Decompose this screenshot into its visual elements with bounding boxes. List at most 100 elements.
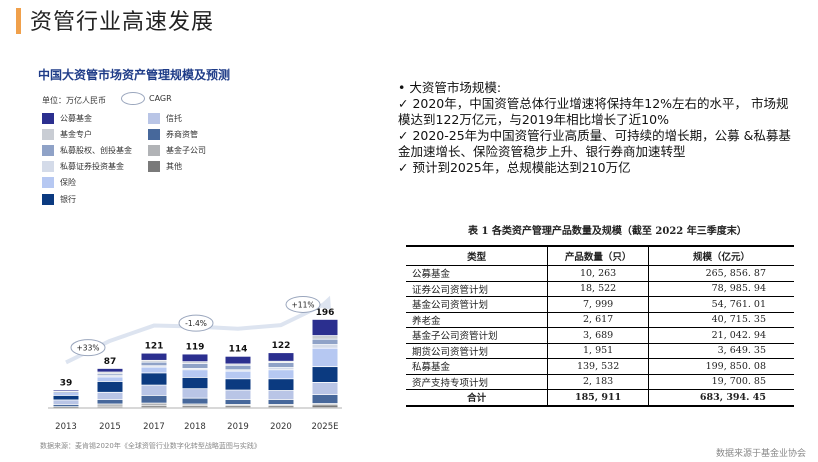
- bar-segment: [53, 392, 79, 396]
- bar-segment: [53, 404, 79, 407]
- x-tick-label: 2017: [143, 422, 165, 432]
- legend-item: 基金子公司: [148, 145, 206, 156]
- bar-segment: [225, 364, 251, 365]
- bar-segment: [182, 362, 208, 364]
- x-tick-label: 2018: [184, 422, 206, 432]
- legend-item: 银行: [42, 194, 76, 205]
- chart-title: 中国大资管市场资产管理规模及预测: [38, 68, 231, 82]
- cell-type: 私募基金: [406, 358, 548, 375]
- cell-scale: 54, 761. 01: [647, 296, 794, 313]
- bar-segment: [312, 348, 338, 367]
- bar-segment: [97, 374, 123, 376]
- bar-segment: [225, 365, 251, 370]
- cell-scale: 3, 649. 35: [647, 343, 794, 359]
- bar-segment: [182, 354, 208, 362]
- cagr-legend-label: CAGR: [149, 94, 172, 103]
- bar-segment: [141, 385, 167, 396]
- bar-segment: [182, 404, 208, 406]
- cagr-bubble: [285, 295, 321, 313]
- bar-segment: [141, 367, 167, 373]
- bar-segment: [141, 366, 167, 367]
- bar-segment: [312, 394, 338, 404]
- header-count: 产品数量（只）: [547, 246, 649, 266]
- cagr-label: +11%: [292, 300, 315, 309]
- bar-segment: [141, 395, 167, 403]
- cell-type: 基金子公司资管计划: [406, 327, 548, 344]
- legend-item: 券商资管: [148, 129, 198, 140]
- legend-label: 私募证券投资基金: [60, 162, 124, 171]
- legend-swatch: [148, 129, 160, 140]
- title-accent-bar: [16, 8, 21, 34]
- table-row: 公募基金 10, 263 265, 856. 87: [406, 265, 794, 282]
- bar-segment: [225, 371, 251, 379]
- legend-swatch: [42, 145, 54, 156]
- cagr-legend-icon: [121, 92, 145, 105]
- x-tick-label: 2019: [227, 422, 249, 432]
- bar-segment: [97, 404, 123, 406]
- cell-total-scale: 683, 394. 45: [647, 389, 794, 406]
- legend-label: 公募基金: [60, 114, 92, 123]
- bar-segment: [141, 406, 167, 408]
- cell-type: 证券公司资管计划: [406, 281, 548, 297]
- bar-segment: [312, 367, 338, 382]
- legend-label: 基金专户: [60, 130, 92, 139]
- cell-count: 2, 617: [547, 312, 649, 328]
- bar-segment: [141, 353, 167, 360]
- legend-label: 私募股权、创投基金: [60, 146, 132, 155]
- cell-type: 养老金: [406, 312, 548, 328]
- cell-count: 3, 689: [547, 327, 649, 344]
- legend-item: 基金专户: [42, 129, 92, 140]
- page-title: 资管行业高速发展: [30, 10, 215, 35]
- legend-label: 基金子公司: [166, 146, 206, 155]
- market-size-bullets: • 大资管市场规模: ✓ 2020年，中国资管总体行业增速将保持年12%左右的水…: [398, 80, 798, 176]
- bar-segment: [225, 399, 251, 405]
- bar-segment: [97, 406, 123, 408]
- legend-swatch: [42, 177, 54, 188]
- x-tick-label: 2025E: [311, 422, 338, 432]
- legend-item: 私募证券投资基金: [42, 161, 124, 172]
- bar-segment: [97, 368, 123, 372]
- cagr-label: +33%: [77, 344, 100, 353]
- cagr-bubble: [70, 339, 106, 357]
- cell-type: 基金公司资管计划: [406, 296, 548, 313]
- bar-total-label: 119: [186, 342, 205, 352]
- bar-segment: [53, 400, 79, 405]
- bar-segment: [312, 339, 338, 345]
- legend-label: 保险: [60, 178, 76, 187]
- legend-label: 其他: [166, 162, 182, 171]
- table-total-row: 合计 185, 911 683, 394. 45: [406, 389, 794, 406]
- legend-item: 其他: [148, 161, 182, 172]
- stacked-bar-chart: 39 2013 87 2015 121 2017 119 2018 114 2019 122 2020…: [48, 295, 342, 432]
- cell-type: 资产支持专项计划: [406, 374, 548, 390]
- bar-total-label: 122: [272, 341, 291, 351]
- cell-scale: 265, 856. 87: [647, 265, 794, 282]
- cell-scale: 78, 985. 94: [647, 281, 794, 297]
- chart-unit: 单位：万亿人民币: [42, 96, 106, 105]
- table-row: 基金子公司资管计划 3, 689 21, 042. 94: [406, 327, 794, 344]
- x-tick-label: 2020: [270, 422, 292, 432]
- bar-segment: [97, 381, 123, 392]
- bar-segment: [97, 399, 123, 404]
- legend-label: 银行: [60, 195, 76, 204]
- legend-item: 私募股权、创投基金: [42, 145, 132, 156]
- cell-scale: 21, 042. 94: [647, 327, 794, 344]
- trend-arrow-head: [318, 295, 331, 310]
- legend-item: 保险: [42, 177, 76, 188]
- legend-swatch: [148, 145, 160, 156]
- bar-segment: [268, 404, 294, 406]
- table-header-row: 类型 产品数量（只） 规模（亿元）: [406, 246, 794, 266]
- bar-segment: [312, 345, 338, 348]
- bar-segment: [182, 406, 208, 408]
- table-row: 证券公司资管计划 18, 522 78, 985. 94: [406, 281, 794, 297]
- bar-segment: [268, 406, 294, 408]
- bar-segment: [182, 389, 208, 398]
- legend-swatch: [42, 194, 54, 205]
- bullet-heading: • 大资管市场规模:: [398, 80, 502, 95]
- bar-segment: [53, 391, 79, 393]
- bullet-line: ✓ 2020-25年为中国资管行业高质量、可持续的增长期，公募 &私募基金加速增…: [398, 128, 791, 159]
- bar-segment: [225, 404, 251, 406]
- cell-total-count: 185, 911: [547, 389, 649, 406]
- legend-swatch: [42, 161, 54, 172]
- table-row: 养老金 2, 617 40, 715. 35: [406, 312, 794, 328]
- bar-segment: [53, 392, 79, 393]
